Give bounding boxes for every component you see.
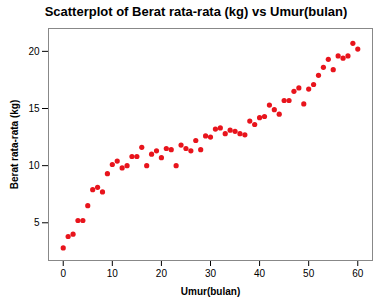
svg-text:40: 40 <box>254 268 266 279</box>
svg-text:10: 10 <box>107 268 119 279</box>
svg-text:Umur(bulan): Umur(bulan) <box>181 286 240 297</box>
svg-text:50: 50 <box>303 268 315 279</box>
svg-text:0: 0 <box>60 268 66 279</box>
svg-text:10: 10 <box>28 160 40 171</box>
svg-text:20: 20 <box>28 46 40 57</box>
svg-text:60: 60 <box>352 268 364 279</box>
svg-text:30: 30 <box>205 268 217 279</box>
html-text:Scatterplot of Berat rata-rata: Scatterplot of Berat rata-rata (kg) vs U… <box>44 4 348 19</box>
svg-text:5: 5 <box>34 217 40 228</box>
svg-text:15: 15 <box>28 103 40 114</box>
svg-text:20: 20 <box>156 268 168 279</box>
svg-text:Berat rata-rata (kg): Berat rata-rata (kg) <box>9 100 20 189</box>
